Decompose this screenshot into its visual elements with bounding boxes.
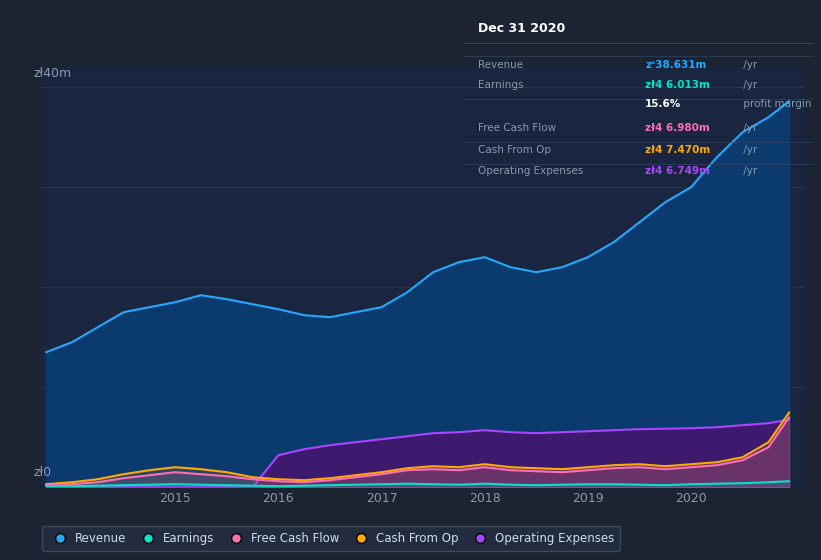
- Text: /yr: /yr: [740, 123, 757, 133]
- Text: /yr: /yr: [740, 145, 757, 155]
- Text: zł4 7.470m: zł4 7.470m: [645, 145, 710, 155]
- Text: zł4 6.013m: zł4 6.013m: [645, 80, 710, 90]
- Text: Cash From Op: Cash From Op: [478, 145, 551, 155]
- Text: zł4 6.749m: zł4 6.749m: [645, 166, 710, 176]
- Text: Dec 31 2020: Dec 31 2020: [478, 22, 565, 35]
- Text: /yr: /yr: [740, 80, 757, 90]
- Text: Free Cash Flow: Free Cash Flow: [478, 123, 556, 133]
- Text: zᐤ38.631m: zᐤ38.631m: [645, 60, 707, 70]
- Text: 15.6%: 15.6%: [645, 99, 681, 109]
- Legend: Revenue, Earnings, Free Cash Flow, Cash From Op, Operating Expenses: Revenue, Earnings, Free Cash Flow, Cash …: [42, 526, 621, 550]
- Text: zł4 6.980m: zł4 6.980m: [645, 123, 710, 133]
- Text: Earnings: Earnings: [478, 80, 523, 90]
- Text: zł40m: zł40m: [34, 67, 71, 80]
- Text: Operating Expenses: Operating Expenses: [478, 166, 583, 176]
- Text: Revenue: Revenue: [478, 60, 523, 70]
- Text: profit margin: profit margin: [740, 99, 811, 109]
- Text: /yr: /yr: [740, 166, 757, 176]
- Text: zł0: zł0: [34, 466, 52, 479]
- Text: /yr: /yr: [740, 60, 757, 70]
